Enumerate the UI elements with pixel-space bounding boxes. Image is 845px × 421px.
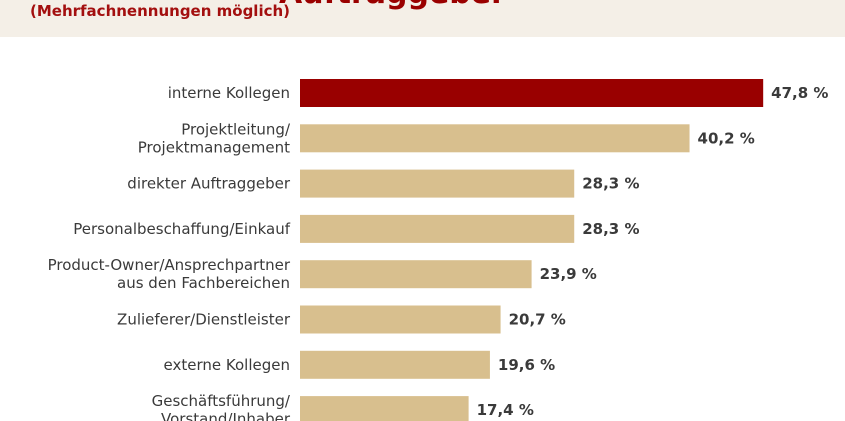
bar (300, 305, 501, 334)
value-label: 19,6 % (498, 356, 555, 374)
header-band: Auftraggeber (Mehrfachnennungen möglich) (0, 0, 845, 37)
bar (300, 350, 490, 379)
bar (300, 169, 575, 198)
chart-title: Auftraggeber (279, 0, 506, 11)
value-label: 28,3 % (582, 220, 639, 238)
category-label: Zulieferer/Dienstleister (117, 311, 291, 329)
category-label: Personalbeschaffung/Einkauf (73, 220, 290, 238)
value-label: 23,9 % (540, 265, 597, 283)
value-label: 40,2 % (698, 129, 755, 147)
bar (300, 124, 690, 153)
bar (300, 396, 469, 421)
category-label: Geschäftsführung/Vorstand/Inhaber (152, 392, 291, 421)
category-label: direkter Auftraggeber (127, 175, 291, 193)
bar (300, 260, 532, 289)
category-label: interne Kollegen (168, 84, 290, 102)
value-label: 20,7 % (509, 311, 566, 329)
bar (300, 79, 764, 107)
value-label: 47,8 % (771, 84, 828, 102)
chart-subtitle: (Mehrfachnennungen möglich) (30, 2, 291, 20)
bar (300, 214, 575, 243)
category-label: Product-Owner/Ansprechpartner aus den Fac… (48, 256, 291, 292)
category-label: Projektleitung/Projektmanagement (138, 120, 291, 156)
value-label: 28,3 % (582, 175, 639, 193)
category-label: externe Kollegen (164, 356, 290, 374)
value-label: 17,4 % (477, 401, 534, 419)
